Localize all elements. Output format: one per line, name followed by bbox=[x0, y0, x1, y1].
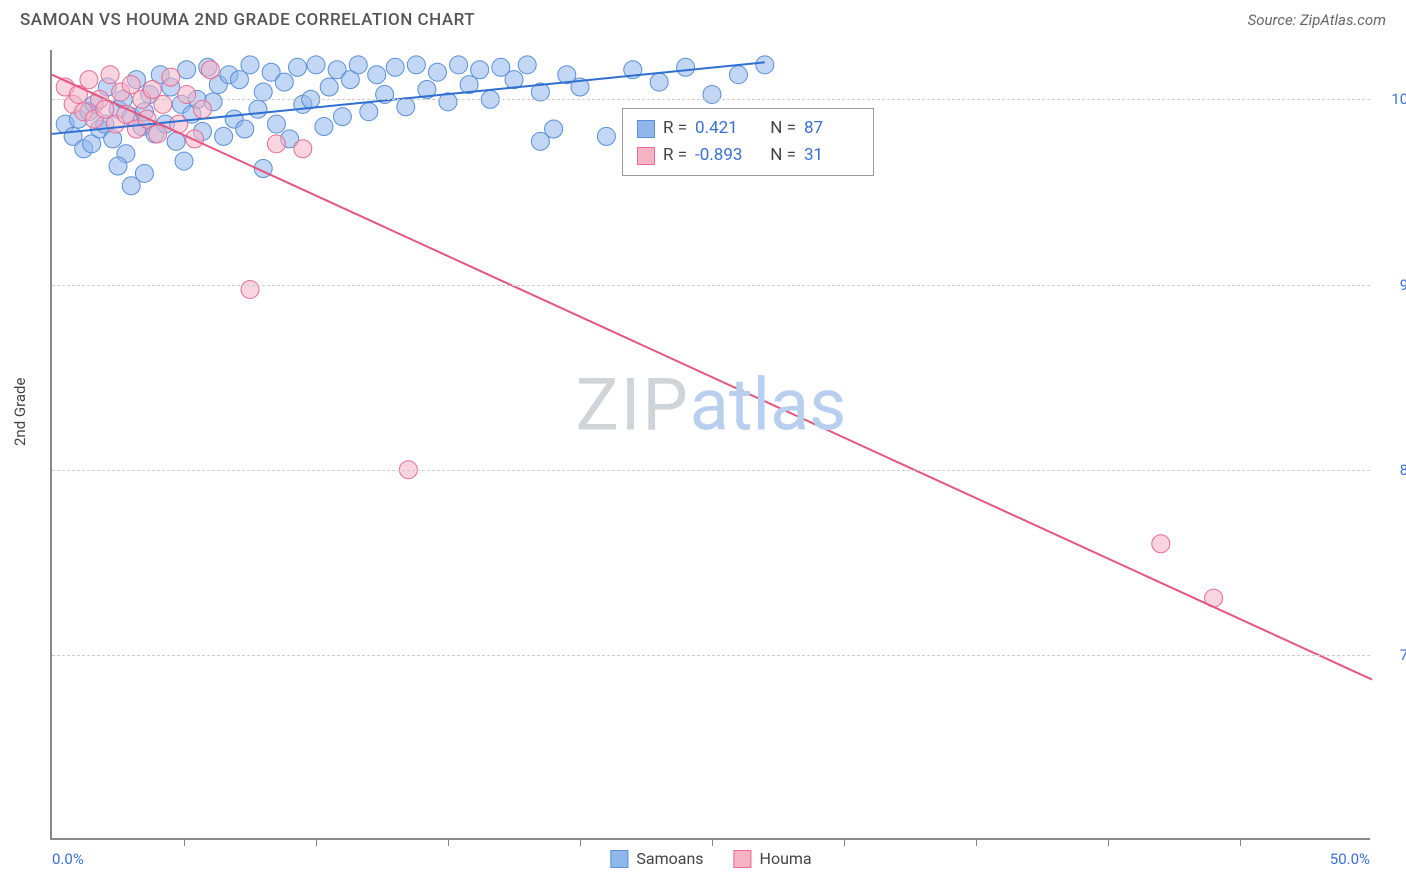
data-point bbox=[230, 71, 248, 89]
x-tick bbox=[1240, 838, 1241, 846]
data-point bbox=[333, 108, 351, 126]
data-point bbox=[122, 76, 140, 94]
legend-label: Houma bbox=[760, 849, 812, 868]
data-point bbox=[96, 100, 114, 118]
chart-header: SAMOAN VS HOUMA 2ND GRADE CORRELATION CH… bbox=[0, 0, 1406, 30]
data-point bbox=[162, 68, 180, 86]
data-point bbox=[80, 71, 98, 89]
series-swatch bbox=[637, 147, 655, 165]
data-point bbox=[241, 56, 259, 74]
data-point bbox=[201, 61, 219, 79]
x-tick bbox=[184, 838, 185, 846]
data-point bbox=[178, 85, 196, 103]
stat-n-value: 87 bbox=[804, 115, 859, 142]
data-point bbox=[215, 127, 233, 145]
data-point bbox=[315, 118, 333, 136]
legend-swatch bbox=[610, 850, 628, 868]
data-point bbox=[349, 56, 367, 74]
data-point bbox=[109, 157, 127, 175]
data-point bbox=[267, 135, 285, 153]
y-gridline bbox=[52, 285, 1370, 286]
data-point bbox=[386, 58, 404, 76]
y-tick-label: 77.5% bbox=[1400, 646, 1406, 664]
x-axis-min-label: 0.0% bbox=[52, 850, 84, 868]
stat-r-label: R = bbox=[663, 142, 687, 169]
stat-n-label: N = bbox=[770, 115, 796, 142]
data-point bbox=[154, 95, 172, 113]
data-point bbox=[450, 56, 468, 74]
data-point bbox=[149, 125, 167, 143]
data-point bbox=[236, 120, 254, 138]
data-point bbox=[397, 98, 415, 116]
data-point bbox=[703, 85, 721, 103]
data-point bbox=[1152, 535, 1170, 553]
data-point bbox=[186, 130, 204, 148]
x-tick bbox=[1108, 838, 1109, 846]
y-tick-label: 85.0% bbox=[1400, 461, 1406, 479]
series-swatch bbox=[637, 120, 655, 138]
data-point bbox=[307, 56, 325, 74]
stats-row: R = 0.421 N = 87 bbox=[637, 115, 859, 142]
x-tick bbox=[976, 838, 977, 846]
data-point bbox=[254, 83, 272, 101]
data-point bbox=[267, 115, 285, 133]
data-point bbox=[756, 56, 774, 74]
stat-r-value: -0.893 bbox=[695, 142, 750, 169]
stat-r-value: 0.421 bbox=[695, 115, 750, 142]
data-point bbox=[650, 73, 668, 91]
y-gridline bbox=[52, 99, 1370, 100]
data-point bbox=[531, 132, 549, 150]
y-axis-title: 2nd Grade bbox=[11, 378, 29, 446]
data-point bbox=[135, 164, 153, 182]
x-tick bbox=[316, 838, 317, 846]
legend-item: Houma bbox=[734, 849, 812, 868]
x-tick bbox=[844, 838, 845, 846]
data-point bbox=[69, 85, 87, 103]
correlation-stats-box: R = 0.421 N = 87R = -0.893 N = 31 bbox=[622, 108, 874, 176]
data-point bbox=[518, 56, 536, 74]
x-tick bbox=[580, 838, 581, 846]
data-point bbox=[428, 63, 446, 81]
chart-title: SAMOAN VS HOUMA 2ND GRADE CORRELATION CH… bbox=[20, 10, 475, 30]
stats-row: R = -0.893 N = 31 bbox=[637, 142, 859, 169]
y-gridline bbox=[52, 470, 1370, 471]
x-tick bbox=[712, 838, 713, 846]
data-point bbox=[275, 73, 293, 91]
y-gridline bbox=[52, 655, 1370, 656]
stat-r-label: R = bbox=[663, 115, 687, 142]
x-tick bbox=[448, 838, 449, 846]
legend-item: Samoans bbox=[610, 849, 703, 868]
source-label: Source: ZipAtlas.com bbox=[1248, 11, 1386, 29]
x-axis-max-label: 50.0% bbox=[1330, 850, 1370, 868]
data-point bbox=[677, 58, 695, 76]
data-point bbox=[249, 100, 267, 118]
data-point bbox=[597, 127, 615, 145]
legend-label: Samoans bbox=[636, 849, 703, 868]
legend-swatch bbox=[734, 850, 752, 868]
data-point bbox=[101, 66, 119, 84]
y-tick-label: 92.5% bbox=[1400, 276, 1406, 294]
data-point bbox=[143, 81, 161, 99]
chart-plot-area: ZIPatlas R = 0.421 N = 87R = -0.893 N = … bbox=[50, 50, 1370, 840]
data-point bbox=[729, 66, 747, 84]
data-point bbox=[368, 66, 386, 84]
data-point bbox=[471, 61, 489, 79]
stat-n-label: N = bbox=[770, 142, 796, 169]
data-point bbox=[241, 280, 259, 298]
data-point bbox=[407, 56, 425, 74]
stat-n-value: 31 bbox=[804, 142, 859, 169]
data-point bbox=[320, 78, 338, 96]
data-point bbox=[175, 152, 193, 170]
y-tick-label: 100.0% bbox=[1391, 90, 1406, 108]
data-point bbox=[294, 140, 312, 158]
data-point bbox=[360, 103, 378, 121]
data-point bbox=[289, 58, 307, 76]
chart-legend: Samoans Houma bbox=[610, 849, 811, 868]
data-point bbox=[178, 61, 196, 79]
data-point bbox=[193, 100, 211, 118]
